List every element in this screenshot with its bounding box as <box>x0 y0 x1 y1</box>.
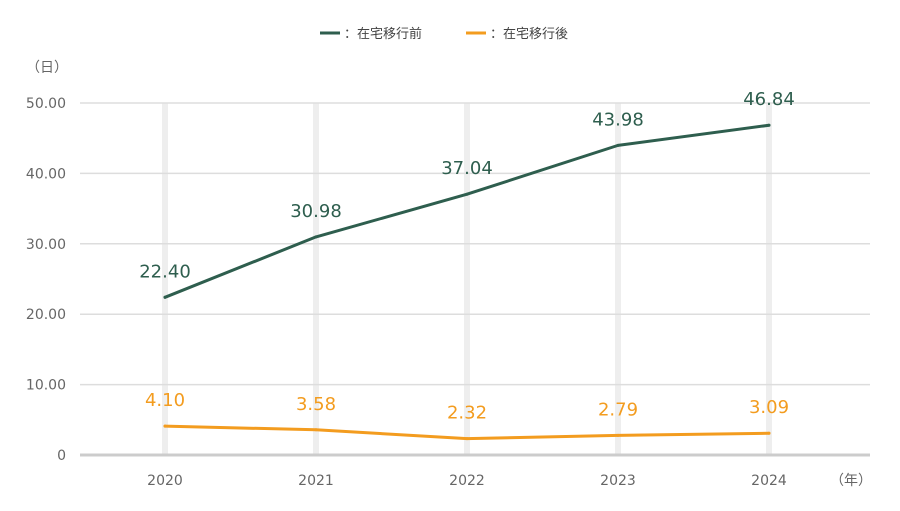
grid <box>80 102 870 457</box>
vertical-gridband-2022 <box>464 103 470 455</box>
data-label: 2.79 <box>598 399 638 420</box>
data-label: 22.40 <box>139 261 191 282</box>
data-point <box>465 192 469 196</box>
vertical-gridband-2021 <box>313 103 319 455</box>
y-tick-label: 50.00 <box>26 96 66 112</box>
data-label: 46.84 <box>743 89 795 110</box>
data-label: 37.04 <box>441 158 493 179</box>
data-label: 2.32 <box>447 403 487 424</box>
vertical-gridband-2024 <box>766 103 772 455</box>
x-tick-label: 2023 <box>600 473 636 489</box>
axes: 0 10.00 20.00 30.00 40.00 50.00 2020 2021 2022 20… <box>26 60 872 489</box>
data-point <box>163 424 167 428</box>
x-axis-label: （年） <box>830 473 872 489</box>
series-lines <box>163 123 771 441</box>
vertical-gridband-2023 <box>615 103 621 455</box>
data-label: 3.09 <box>749 397 789 418</box>
y-tick-label: 0 <box>57 448 66 464</box>
legend: ：在宅移行前 ：在宅移行後 <box>320 26 568 42</box>
data-point <box>767 431 771 435</box>
x-tick-label: 2020 <box>147 473 183 489</box>
data-point <box>314 428 318 432</box>
data-label: 4.10 <box>145 390 185 411</box>
data-point <box>465 437 469 441</box>
x-tick-label: 2021 <box>298 473 334 489</box>
data-label: 43.98 <box>592 109 644 130</box>
data-label: 3.58 <box>296 394 336 415</box>
legend-entry: ：在宅移行後 <box>490 27 568 42</box>
data-point <box>163 295 167 299</box>
legend-entry: ：在宅移行前 <box>344 26 422 42</box>
data-point <box>767 123 771 127</box>
data-point <box>616 433 620 437</box>
x-tick-label: 2024 <box>751 473 787 489</box>
y-axis-label: （日） <box>26 60 68 76</box>
vertical-gridband-2020 <box>162 103 168 455</box>
data-labels: 22.40 30.98 37.04 43.98 46.84 4.10 3.58 2.32 2.7… <box>139 89 795 423</box>
y-tick-label: 40.00 <box>26 166 66 182</box>
data-label: 30.98 <box>290 201 342 222</box>
data-point <box>616 143 620 147</box>
x-tick-label: 2022 <box>449 473 485 489</box>
y-tick-label: 10.00 <box>26 378 66 394</box>
y-tick-label: 30.00 <box>26 237 66 253</box>
y-tick-label: 20.00 <box>26 307 66 323</box>
data-point <box>314 235 318 239</box>
